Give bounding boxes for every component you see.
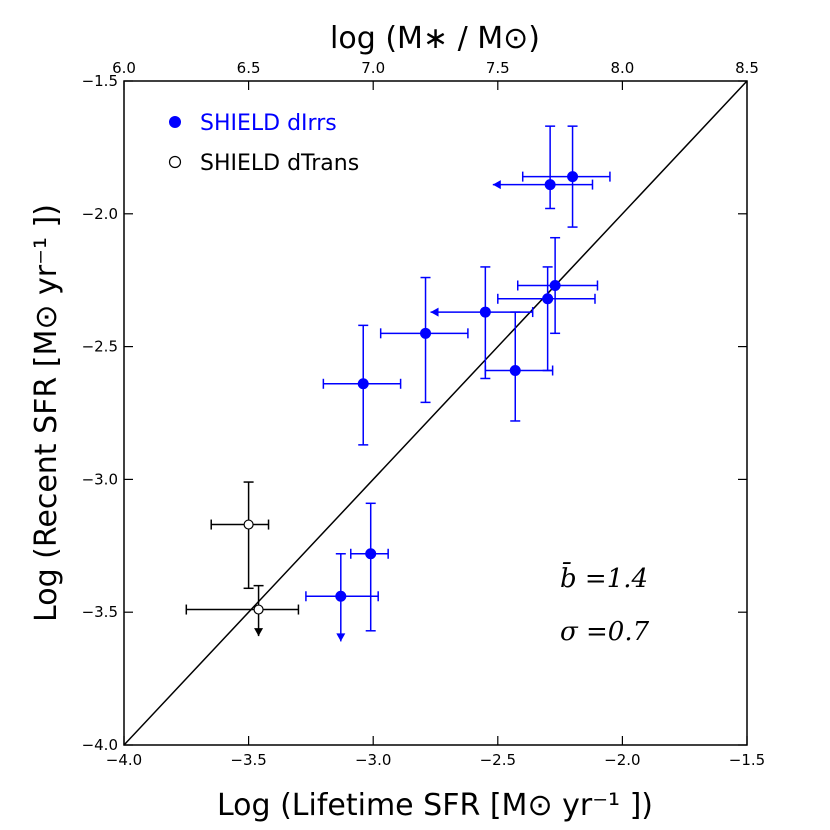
x-limit-arrow	[430, 307, 439, 317]
marker-filled	[567, 171, 579, 183]
legend-label-dirrs: SHIELD dIrrs	[200, 111, 337, 136]
marker-filled	[357, 378, 369, 390]
y-limit-arrow	[336, 633, 346, 642]
x-tick-label: −1.5	[729, 751, 765, 769]
top-tick-label: 6.0	[112, 59, 136, 77]
x-tick-label: −3.5	[230, 751, 266, 769]
data-point-dirrs	[492, 125, 594, 210]
data-point-dtrans	[185, 584, 300, 637]
plot-frame	[123, 80, 748, 746]
annotation-sigma-value: σ =0.7	[560, 617, 650, 647]
data-point-dtrans	[210, 481, 270, 590]
x-tick-label: −2.5	[480, 751, 516, 769]
marker-filled	[544, 179, 556, 191]
data-point-dirrs	[516, 236, 599, 335]
y-tick-label: −2.5	[82, 338, 118, 356]
marker-filled	[479, 306, 491, 318]
marker-filled	[420, 327, 432, 339]
top-tick-label: 6.5	[237, 59, 261, 77]
data-points-layer	[185, 125, 611, 642]
y-limit-arrow	[254, 628, 264, 637]
annotation-b-value: b̄ =1.4	[560, 561, 648, 594]
data-point-dirrs	[484, 311, 554, 422]
data-point-dirrs	[521, 125, 611, 228]
legend-marker-dtrans	[168, 155, 182, 169]
y-axis-title: Log (Recent SFR [M⊙ yr⁻¹ ])	[29, 204, 64, 622]
marker-filled	[549, 280, 561, 292]
data-point-dirrs	[379, 276, 469, 404]
legend-marker-dirrs	[169, 116, 181, 128]
top-tick-label: 7.0	[361, 59, 385, 77]
data-point-dirrs	[322, 324, 402, 446]
marker-filled	[509, 365, 521, 377]
y-tick-label: −4.0	[82, 736, 118, 754]
marker-filled	[542, 293, 554, 305]
legend: SHIELD dIrrs SHIELD dTrans	[168, 111, 359, 176]
x-limit-arrow	[492, 180, 501, 190]
x-axis-title: Log (Lifetime SFR [M⊙ yr⁻¹ ])	[217, 788, 653, 823]
marker-open	[253, 604, 264, 615]
y-tick-label: −3.0	[82, 470, 118, 488]
top-tick-label: 8.0	[610, 59, 634, 77]
data-point-dirrs	[305, 553, 379, 642]
x-tick-label: −4.0	[106, 751, 142, 769]
data-point-dirrs	[350, 502, 389, 632]
x-tick-label: −2.0	[604, 751, 640, 769]
top-tick-label: 8.5	[735, 59, 759, 77]
top-tick-label: 7.5	[486, 59, 510, 77]
marker-filled	[365, 548, 377, 560]
top-axis-title: log (M∗ / M⊙)	[330, 21, 540, 56]
y-tick-label: −3.5	[82, 603, 118, 621]
data-point-dirrs	[497, 266, 596, 372]
x-tick-label: −3.0	[355, 751, 391, 769]
marker-open	[243, 519, 254, 530]
legend-label-dtrans: SHIELD dTrans	[200, 151, 359, 176]
y-tick-label: −2.0	[82, 205, 118, 223]
ticks-layer: −4.0 −3.5 −3.0 −2.5 −2.0 −1.5 −4.0 −3.5 −3.0 −2.5…	[82, 59, 766, 769]
y-tick-label: −1.5	[82, 72, 118, 90]
one-to-one-line	[123, 80, 748, 746]
marker-filled	[335, 590, 347, 602]
